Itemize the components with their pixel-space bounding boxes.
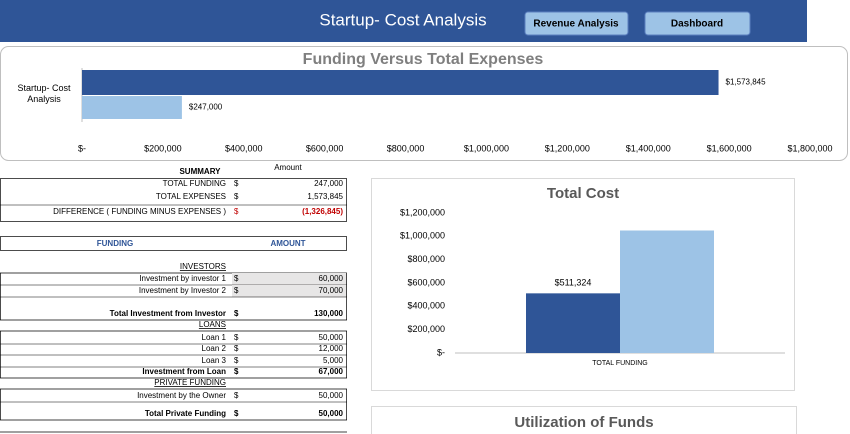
currency: $ [234, 344, 239, 353]
chart-frame [371, 178, 795, 391]
currency: $ [234, 367, 239, 376]
value-label: $1,573,845 [726, 78, 767, 87]
table-frame [0, 236, 347, 251]
row-label: Loan 1 [202, 333, 227, 342]
y-tick-label: $800,000 [407, 254, 445, 264]
bar [82, 70, 719, 95]
row-label: DIFFERENCE ( FUNDING MINUS EXPENSES ) [53, 207, 226, 216]
currency: $ [234, 207, 239, 216]
y-tick-label: $- [437, 347, 445, 357]
amount: (1,326,845) [302, 207, 343, 216]
x-tick-label: $1,600,000 [707, 143, 752, 153]
row-label: Loan 3 [202, 356, 227, 365]
header-title: Startup- Cost Analysis [319, 10, 486, 29]
amount: 70,000 [319, 286, 344, 295]
button[interactable] [524, 11, 629, 36]
x-tick-label: $1,400,000 [626, 143, 671, 153]
x-tick-label: $600,000 [306, 143, 344, 153]
row-label: Investment by investor 1 [139, 274, 226, 283]
column-header: FUNDING [97, 239, 133, 248]
currency: $ [234, 309, 239, 318]
row-label: TOTAL FUNDING [163, 179, 226, 188]
button-label[interactable]: Revenue Analysis [533, 19, 619, 30]
total-amount: 67,000 [319, 367, 344, 376]
row-label: Loan 2 [202, 344, 227, 353]
column-header: Amount [274, 163, 302, 172]
section-title: LOANS [199, 320, 226, 329]
x-tick-label: $800,000 [387, 143, 425, 153]
amount: 1,573,845 [307, 192, 343, 201]
amount: 50,000 [319, 333, 344, 342]
currency: $ [234, 192, 239, 201]
chart-title: Funding Versus Total Expenses [303, 51, 544, 68]
button[interactable] [644, 11, 751, 36]
bar [82, 96, 182, 119]
total-amount: 50,000 [319, 409, 344, 418]
y-tick-label: $400,000 [407, 301, 445, 311]
section-title: INVESTORS [180, 262, 226, 271]
currency: $ [234, 286, 239, 295]
value-label: $247,000 [189, 103, 223, 112]
category-label: Startup- Cost Analysis [17, 83, 71, 104]
table-title: SUMMARY [179, 167, 221, 176]
total-label: Investment from Loan [142, 367, 226, 376]
value-label: $511,324 [555, 278, 592, 288]
x-tick-label: $1,800,000 [787, 143, 832, 153]
bar [526, 293, 620, 353]
cell-bg [232, 285, 347, 297]
row-label: Investment by the Owner [137, 391, 226, 400]
x-tick-label: $- [78, 143, 86, 153]
x-tick-label: $1,000,000 [464, 143, 509, 153]
currency: $ [234, 179, 239, 188]
chart-title: Total Cost [547, 185, 619, 202]
amount: 12,000 [319, 344, 344, 353]
chart-frame [0, 46, 848, 161]
currency: $ [234, 333, 239, 342]
bar [620, 230, 714, 353]
total-amount: 130,000 [314, 309, 343, 318]
y-tick-label: $1,200,000 [400, 207, 445, 217]
amount: 60,000 [319, 274, 344, 283]
x-tick-label: $1,200,000 [545, 143, 590, 153]
currency: $ [234, 391, 239, 400]
x-tick-label: TOTAL FUNDING [592, 360, 647, 367]
total-label: Total Investment from Investor [110, 309, 226, 318]
amount: 247,000 [314, 179, 343, 188]
chart-frame [371, 406, 797, 434]
amount: 5,000 [323, 356, 344, 365]
table-frame [0, 178, 347, 222]
currency: $ [234, 274, 239, 283]
column-header: AMOUNT [270, 239, 305, 248]
y-tick-label: $600,000 [407, 277, 445, 287]
button-label[interactable]: Dashboard [671, 19, 723, 30]
row-label: Investment by Investor 2 [139, 286, 227, 295]
currency: $ [234, 356, 239, 365]
chart-title: Utilization of Funds [514, 414, 653, 431]
total-label: Total Private Funding [145, 409, 226, 418]
x-tick-label: $200,000 [144, 143, 182, 153]
currency: $ [234, 409, 239, 418]
amount: 50,000 [319, 391, 344, 400]
cell-bg [232, 273, 347, 285]
row-label: TOTAL EXPENSES [156, 192, 226, 201]
section-title: PRIVATE FUNDING [154, 378, 226, 387]
y-tick-label: $200,000 [407, 324, 445, 334]
y-tick-label: $1,000,000 [400, 231, 445, 241]
x-tick-label: $400,000 [225, 143, 263, 153]
